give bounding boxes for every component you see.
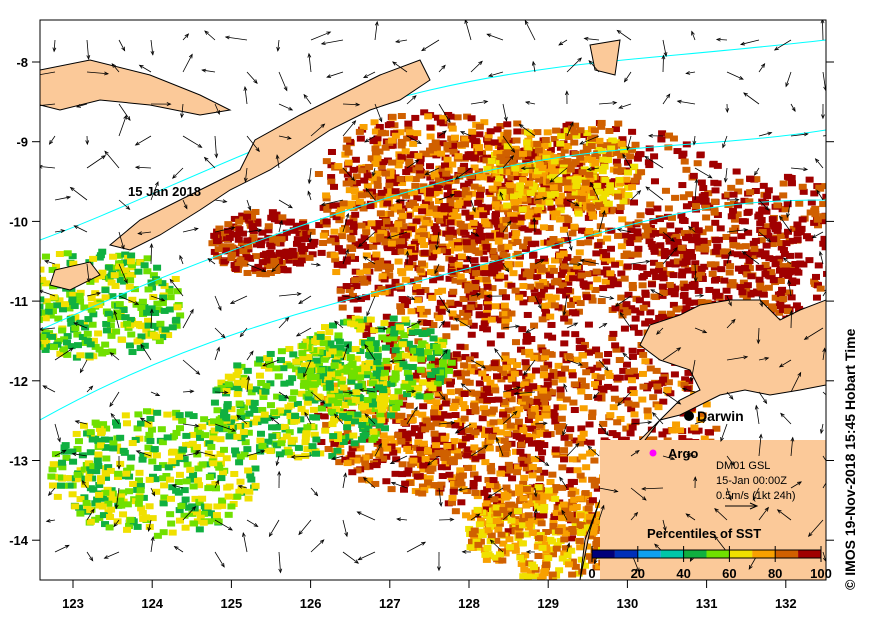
darwin-label: Darwin [697, 408, 744, 424]
lon-tick-label: 123 [62, 596, 84, 611]
colorbar-tick-label: 60 [722, 566, 736, 581]
colorbar-swatch [729, 550, 752, 558]
lon-tick-label: 128 [458, 596, 480, 611]
time-label: 15-Jan 00:00Z [716, 475, 787, 487]
colorbar-swatch [638, 550, 661, 558]
lat-tick-label: -12 [9, 374, 28, 389]
legend-title: Percentiles of SST [647, 526, 761, 541]
colorbar-swatch [615, 550, 638, 558]
lon-tick-label: 126 [300, 596, 322, 611]
copyright-credit: © IMOS 19-Nov-2018 15:45 Hobart Time [842, 329, 858, 590]
darwin-marker [684, 411, 694, 421]
island-top-right [590, 40, 620, 75]
colorbar-tick-label: 40 [676, 566, 690, 581]
lon-tick-label: 127 [379, 596, 401, 611]
colorbar-swatch [707, 550, 730, 558]
date-label: 15 Jan 2018 [128, 184, 201, 199]
colorbar-swatch [661, 550, 684, 558]
lat-tick-label: -9 [16, 135, 28, 150]
lat-tick-label: -11 [10, 294, 28, 309]
lon-tick-label: 129 [537, 596, 559, 611]
colorbar-tick-label: 100 [810, 566, 832, 581]
colorbar-tick-label: 20 [631, 566, 645, 581]
lon-tick-label: 132 [775, 596, 797, 611]
colorbar-swatch [592, 550, 615, 558]
colorbar-swatch [752, 550, 775, 558]
colorbar-swatch [684, 550, 707, 558]
colorbar-tick-label: 0 [588, 566, 595, 581]
colorbar-tick-label: 80 [768, 566, 782, 581]
colorbar-swatch [775, 550, 798, 558]
colorbar-swatch [798, 550, 821, 558]
lat-tick-label: -13 [9, 454, 28, 469]
lat-tick-label: -8 [16, 55, 28, 70]
lat-tick-label: -14 [9, 533, 29, 548]
lon-tick-label: 131 [696, 596, 718, 611]
lon-tick-label: 125 [221, 596, 243, 611]
lon-tick-label: 124 [141, 596, 163, 611]
scale-label: 0.5m/s (1kt 24h) [716, 490, 795, 502]
model-label: DM01 GSL [716, 460, 770, 472]
argo-marker [650, 450, 657, 457]
argo-label: Argo [668, 446, 698, 461]
lat-tick-label: -10 [9, 214, 28, 229]
lon-tick-label: 130 [617, 596, 639, 611]
